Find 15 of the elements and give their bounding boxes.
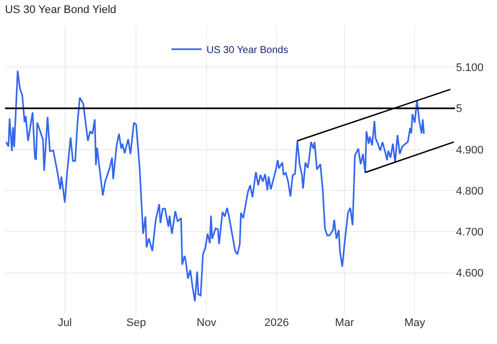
y-tick-label: 4.700 [456, 226, 484, 239]
x-tick-label: 2026 [264, 317, 289, 329]
legend-label: US 30 Year Bonds [206, 45, 288, 56]
y-tick-label: 4.600 [456, 268, 484, 280]
x-tick-label: Sep [126, 317, 146, 329]
y-tick-label: 4.800 [456, 185, 484, 198]
line-series [5, 70, 425, 302]
x-tick-label: May [404, 317, 426, 329]
y-tick-label: 5 [456, 103, 462, 116]
y-tick-label: 5.100 [456, 62, 484, 74]
y-tick-label: 4.900 [456, 144, 484, 156]
x-tick-label: Mar [335, 317, 354, 329]
x-tick-label: Jul [58, 317, 72, 329]
x-tick-label: Nov [196, 317, 217, 329]
chart-title: US 30 Year Bond Yield [4, 4, 116, 16]
